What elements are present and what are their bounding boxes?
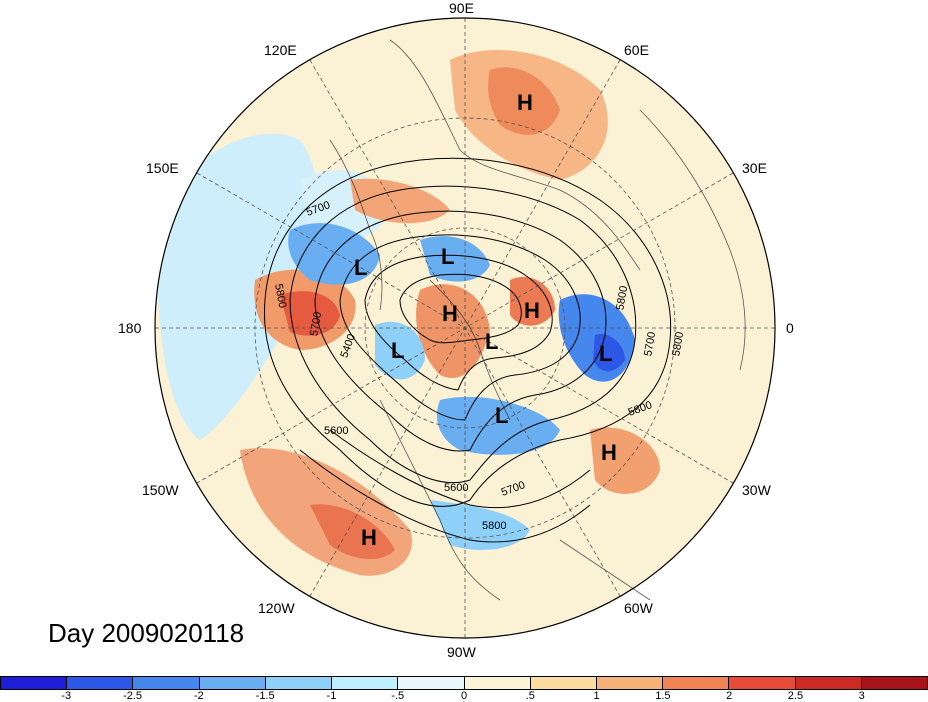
day-label: Day 2009020118 [48,618,245,648]
contour-5800-outer [263,157,672,507]
colorbar-swatch [464,677,531,689]
contour-5400 [364,254,553,391]
contour-label: 5800 [482,520,507,532]
colorbar-tick-label: -1 [326,690,337,702]
colorbar-swatch [663,677,730,689]
colorbar-swatch [795,677,862,689]
colorbar-swatch [596,677,664,689]
colorbar-tick-label: 2 [726,690,733,702]
colorbar-tick-label: 1.5 [655,690,671,702]
contour-label: 5600 [444,482,469,494]
colorbar-tick-label: 1 [593,690,600,702]
colorbar-tick-label: 3 [858,690,865,702]
anomaly-warm-arctic [416,284,490,378]
colorbar-swatch [530,677,597,689]
pressure-center-h: H [524,298,540,323]
contour-5500 [339,234,581,421]
contour-5700 [289,185,637,484]
pressure-center-h: H [601,440,617,465]
colorbar-tick-label: -.5 [391,690,405,702]
map-border [154,17,776,639]
colorbar-swatch [398,677,465,689]
pressure-center-h: H [361,525,377,550]
pressure-center-l: L [495,403,509,428]
colorbar-swatch [133,677,200,689]
anomaly-warm-dateline-core [280,291,340,336]
colorbar-swatch [1,677,68,689]
lon-label-180: 180 [118,320,142,336]
height-contours [263,157,672,543]
colorbar-tick-label: 2.5 [787,690,804,702]
lon-label-90w: 90W [447,644,476,660]
anomaly-warm-pacific-core [310,504,395,560]
anomaly-blue-alaska-low [375,321,425,380]
contour-inner [399,273,522,344]
colorbar-swatch [332,677,399,689]
anomaly-light-blue-pacific [157,133,319,440]
colorbar-tick-label: -2.5 [123,690,143,702]
colorbar-swatch [265,677,333,689]
anomaly-blue-atlantic-core [593,334,625,372]
pressure-center-h: H [442,301,458,326]
anomaly-warm-asia-core [488,67,560,135]
contour-south-5800 [329,429,591,509]
colorbar-tick-label: -2 [193,690,204,702]
pressure-center-l: L [391,338,405,363]
colorbar-tick-label: -1.5 [255,690,275,702]
pressure-center-l: L [354,255,368,280]
lon-label-150w: 150W [142,482,179,498]
lon-label-30e: 30E [742,160,767,176]
contour-south-5900 [299,449,591,543]
colorbar-swatch [729,677,796,689]
colorbar-swatch [67,677,134,689]
lon-label-90e: 90E [449,0,474,16]
colorbar-swatch [861,677,928,689]
colorbar-tick-label: .5 [525,690,535,702]
colorbar [0,676,928,690]
contour-label: 5600 [324,425,349,437]
lon-label-0: 0 [786,320,794,336]
colorbar-swatch [199,677,266,689]
lon-label-120w: 120W [258,600,295,616]
pressure-center-l: L [441,244,455,269]
anomaly-blue-canada [436,396,560,455]
pressure-center-l: L [485,329,499,354]
contour-5600 [314,210,607,452]
lon-label-150e: 150E [146,160,179,176]
pressure-center-h: H [517,90,533,115]
colorbar-tick-label: 0 [460,690,468,702]
anomaly-blue-siberia-low [420,236,490,282]
lon-label-60e: 60E [624,42,649,58]
colorbar-tick-label: -3 [61,690,72,702]
lon-label-60w: 60W [624,600,653,616]
graticule [155,18,775,638]
anomaly-warm-atlantic [590,427,660,494]
pressure-center-l: L [599,341,613,366]
lon-label-30w: 30W [742,482,771,498]
lon-label-120e: 120E [264,42,297,58]
